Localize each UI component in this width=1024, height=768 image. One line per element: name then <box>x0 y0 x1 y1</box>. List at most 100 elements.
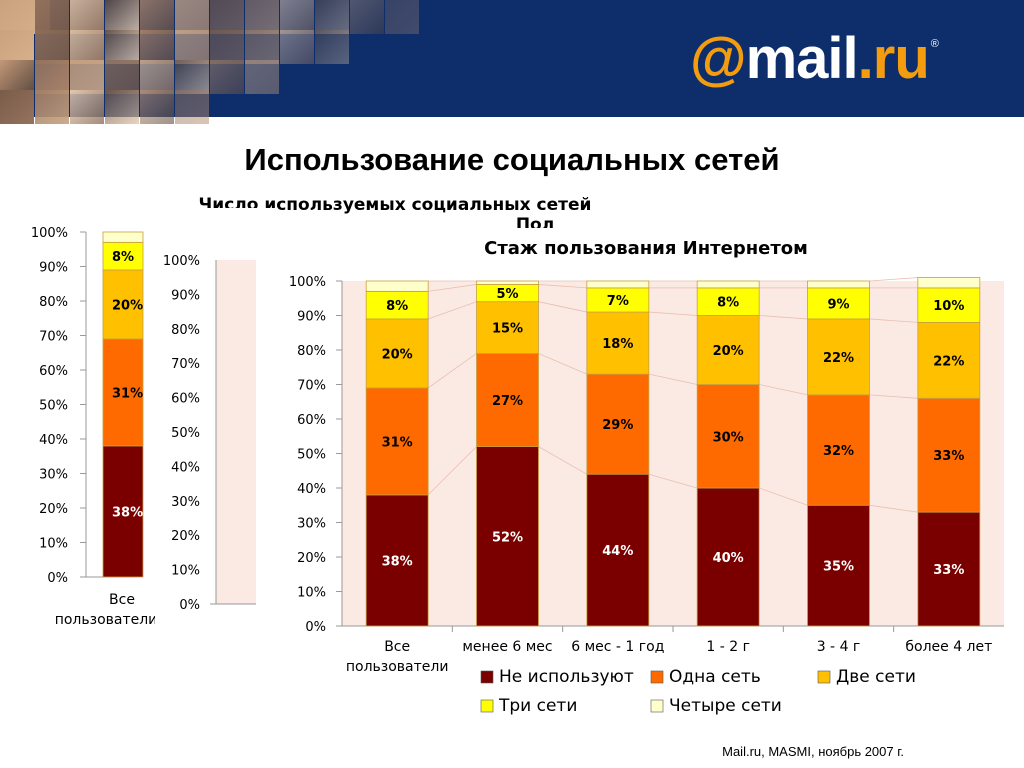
series-connector <box>538 284 587 289</box>
photo-tile <box>210 0 244 34</box>
back-chart-2-tick-label: 0% <box>179 598 200 613</box>
series-connector <box>538 353 587 375</box>
y-tick-label: 90% <box>297 310 326 325</box>
data-label: 22% <box>823 351 854 366</box>
data-label: 40% <box>713 551 744 566</box>
data-label: 29% <box>602 418 633 433</box>
data-label: 20% <box>382 347 413 362</box>
legend-swatch <box>480 670 494 684</box>
back-chart-1-bar-segment <box>102 445 144 578</box>
back-chart-1-tick-label: 70% <box>39 330 68 345</box>
bar-segment <box>365 280 429 292</box>
back-chart-1-y-axis: 100% 90% 80% 70% 60% 50% 40% 30% 20% 10% 0% <box>31 226 87 586</box>
back-chart-2-tick-label: 20% <box>171 529 200 544</box>
back-chart-2-tick-label: 80% <box>171 323 200 338</box>
photo-tile <box>175 90 209 124</box>
back-chart-2-tick-label: 90% <box>171 288 200 303</box>
y-tick-label: 100% <box>289 275 326 290</box>
main-chart-bars: 38% 31% 20% 8% 52% 27% 15% 5% 44% 29% 18% 7% 40% 30% 2… <box>365 277 981 627</box>
bar-segment <box>807 318 870 396</box>
data-label: 38% <box>382 554 413 569</box>
photo-tile <box>245 0 279 34</box>
back-chart-1-tick-label: 40% <box>39 433 68 448</box>
series-connector <box>648 311 698 316</box>
data-label: 30% <box>713 430 744 445</box>
back-chart-1-tick-label: 20% <box>39 502 68 517</box>
bar-segment <box>365 318 429 389</box>
y-tick-label: 40% <box>297 482 326 497</box>
back-chart-1-tick-label: 60% <box>39 364 68 379</box>
data-label: 9% <box>827 297 849 312</box>
main-chart: Стаж пользования Интернетом 100% 90% 80% 70… <box>275 228 1024 723</box>
x-tick-label: более 4 лет <box>905 639 992 655</box>
data-label: 44% <box>602 544 633 559</box>
logo-mail: mail <box>745 25 859 91</box>
bar-segment <box>476 301 539 354</box>
y-tick-label: 80% <box>297 344 326 359</box>
series-connector <box>427 446 477 496</box>
data-label: 18% <box>602 337 633 352</box>
back-chart-1-tick-label: 30% <box>39 468 68 483</box>
back-chart-1-tick-label: 10% <box>39 537 68 552</box>
data-label: 8% <box>386 299 408 314</box>
series-connector <box>869 394 918 399</box>
series-connector <box>869 318 918 323</box>
photo-tile <box>280 30 314 64</box>
photo-tile <box>70 0 104 34</box>
data-label: 31% <box>382 435 413 450</box>
x-tick-label: 1 - 2 г <box>706 639 750 655</box>
logo-dot: . <box>857 25 874 91</box>
header-banner: @ mail. ru ® <box>0 0 1024 124</box>
back-chart-1-bar-segment <box>102 231 144 243</box>
series-connector <box>538 301 587 313</box>
photo-tile <box>70 90 104 124</box>
photo-tile <box>245 30 279 64</box>
back-chart-2-tick-label: 10% <box>171 564 200 579</box>
bar-segment <box>586 473 650 627</box>
slide-title: Использование социальных сетей <box>244 142 780 177</box>
data-label: 32% <box>823 444 854 459</box>
photo-tile <box>70 60 104 94</box>
main-chart-connectors <box>427 277 918 513</box>
back-chart-2-tick-label: 30% <box>171 495 200 510</box>
photo-tile <box>140 30 174 64</box>
bar-segment <box>807 504 870 627</box>
data-label: 35% <box>823 560 854 575</box>
photo-tile <box>35 0 69 34</box>
photo-tile <box>245 60 279 94</box>
logo-ru: ru <box>872 25 930 91</box>
back-chart-1-data-label: 8% <box>112 250 134 265</box>
data-label: 8% <box>717 296 739 311</box>
logo-registered: ® <box>930 38 939 50</box>
photo-collage <box>0 0 420 124</box>
legend-swatch <box>480 699 494 713</box>
legend-label: Две сети <box>836 667 916 687</box>
photo-tile <box>210 60 244 94</box>
bar-segment <box>476 446 539 627</box>
bar-segment <box>476 280 539 285</box>
bar-segment <box>586 311 650 375</box>
bar-segment <box>365 494 429 627</box>
series-connector <box>759 487 808 506</box>
back-chart-2-tick-label: 70% <box>171 357 200 372</box>
bar-segment <box>917 277 981 289</box>
legend-swatch <box>650 670 664 684</box>
mailru-logo[interactable]: @ mail. ru ® <box>690 26 939 91</box>
legend-swatch <box>817 670 831 684</box>
back-chart-1-data-label: 31% <box>112 386 143 401</box>
bar-segment <box>696 315 760 385</box>
back-chart-1-title: Число используемых социальных сетей <box>199 195 592 215</box>
back-chart-1-tick-label: 0% <box>47 571 68 586</box>
series-connector <box>648 373 698 385</box>
main-chart-title: Стаж пользования Интернетом <box>484 238 808 259</box>
main-chart-legend: Не используют Одна сеть Две сети Три сети Че… <box>480 667 916 716</box>
back-chart-1-bars: 38% 31% 20% 8% <box>102 231 144 578</box>
back-chart-1-data-label: 38% <box>112 505 143 520</box>
back-chart-1-bar-segment <box>102 241 144 271</box>
bar-segment <box>917 511 981 627</box>
photo-tile <box>140 90 174 124</box>
back-chart-1-bar-segment <box>102 269 144 340</box>
x-tick-label: Все пользователи <box>346 639 449 675</box>
photo-tile <box>175 60 209 94</box>
back-chart-1-tick-label: 100% <box>31 226 68 241</box>
